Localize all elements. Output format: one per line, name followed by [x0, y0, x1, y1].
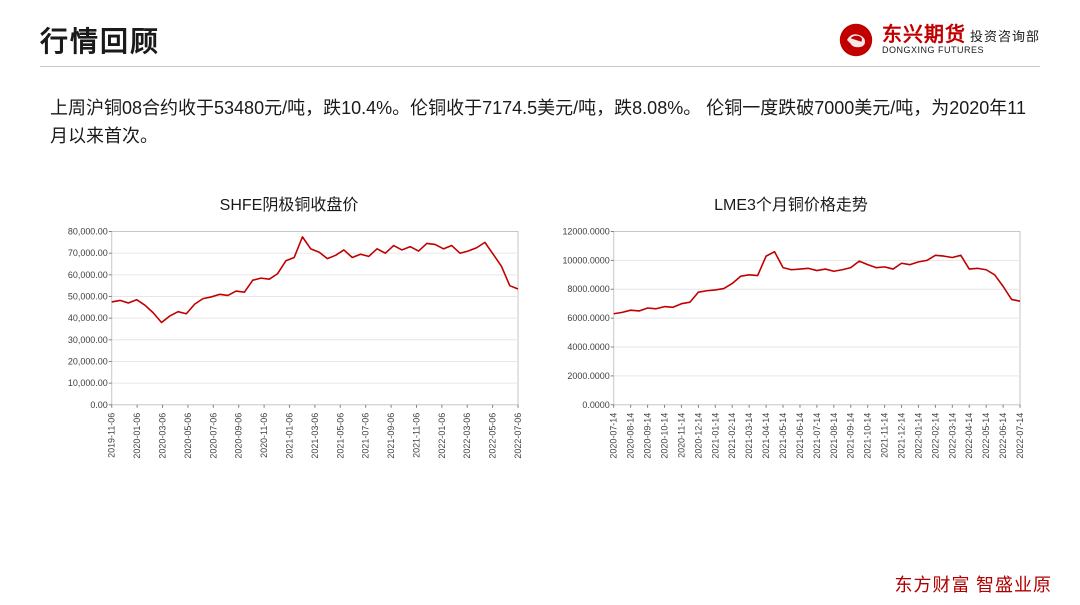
- svg-text:2021-11-06: 2021-11-06: [411, 413, 421, 458]
- svg-text:2022-04-14: 2022-04-14: [964, 413, 974, 459]
- svg-text:2022-02-14: 2022-02-14: [930, 413, 940, 459]
- svg-text:0.00: 0.00: [90, 400, 107, 410]
- chart-shfe: SHFE阴极铜收盘价 0.00 10,000.00 20,000.00 30,000.…: [50, 191, 528, 483]
- svg-text:2022-07-14: 2022-07-14: [1015, 413, 1025, 459]
- chart-lme: LME3个月铜价格走势 0.0000 2000.0000 4000.0000 6000…: [552, 191, 1030, 483]
- svg-text:2019-11-06: 2019-11-06: [107, 413, 117, 458]
- svg-text:2022-07-06: 2022-07-06: [513, 413, 523, 459]
- svg-text:12000.0000: 12000.0000: [562, 226, 609, 236]
- svg-text:2021-08-14: 2021-08-14: [829, 413, 839, 459]
- svg-text:2022-03-14: 2022-03-14: [947, 413, 957, 459]
- svg-text:2021-05-06: 2021-05-06: [335, 413, 345, 459]
- charts-row: SHFE阴极铜收盘价 0.00 10,000.00 20,000.00 30,000.…: [40, 191, 1040, 483]
- svg-text:2021-09-14: 2021-09-14: [846, 413, 856, 459]
- svg-text:2020-08-14: 2020-08-14: [626, 413, 636, 459]
- svg-text:2021-03-14: 2021-03-14: [744, 413, 754, 459]
- svg-text:2022-03-06: 2022-03-06: [462, 413, 472, 459]
- svg-text:2020-01-06: 2020-01-06: [132, 413, 142, 459]
- svg-text:40,000.00: 40,000.00: [68, 313, 108, 323]
- svg-text:2022-01-14: 2022-01-14: [913, 413, 923, 459]
- svg-text:2021-02-14: 2021-02-14: [727, 413, 737, 459]
- brand-block: 东兴期货 投资咨询部 DONGXING FUTURES: [838, 22, 1040, 58]
- svg-text:50,000.00: 50,000.00: [68, 291, 108, 301]
- svg-text:70,000.00: 70,000.00: [68, 248, 108, 258]
- svg-text:10,000.00: 10,000.00: [68, 378, 108, 388]
- svg-text:2021-12-14: 2021-12-14: [897, 413, 907, 459]
- svg-text:2021-07-14: 2021-07-14: [812, 413, 822, 459]
- svg-text:4000.0000: 4000.0000: [567, 342, 609, 352]
- svg-text:2022-05-06: 2022-05-06: [488, 413, 498, 459]
- svg-text:60,000.00: 60,000.00: [68, 270, 108, 280]
- svg-text:80,000.00: 80,000.00: [68, 226, 108, 236]
- svg-text:8000.0000: 8000.0000: [567, 284, 609, 294]
- brand-logo-icon: [838, 22, 874, 58]
- chart-shfe-svg: 0.00 10,000.00 20,000.00 30,000.00 40,000.00…: [50, 223, 528, 483]
- page-title: 行情回顾: [40, 20, 160, 60]
- svg-text:6000.0000: 6000.0000: [567, 313, 609, 323]
- svg-text:30,000.00: 30,000.00: [68, 335, 108, 345]
- svg-text:0.0000: 0.0000: [582, 400, 609, 410]
- svg-text:2000.0000: 2000.0000: [567, 371, 609, 381]
- page-header: 行情回顾 东兴期货 投资咨询部 DONGXING FUTURES: [40, 20, 1040, 67]
- svg-text:2020-10-14: 2020-10-14: [660, 413, 670, 459]
- svg-text:2021-04-14: 2021-04-14: [761, 413, 771, 459]
- chart-lme-title: LME3个月铜价格走势: [552, 191, 1030, 215]
- svg-text:2021-03-06: 2021-03-06: [310, 413, 320, 459]
- svg-text:2020-11-14: 2020-11-14: [676, 413, 686, 458]
- svg-text:10000.0000: 10000.0000: [562, 255, 609, 265]
- svg-text:2022-06-14: 2022-06-14: [998, 413, 1008, 459]
- svg-text:2020-05-06: 2020-05-06: [183, 413, 193, 459]
- brand-name-cn: 东兴期货: [882, 24, 966, 46]
- brand-name-en: DONGXING FUTURES: [882, 46, 1040, 56]
- svg-text:2021-01-06: 2021-01-06: [284, 413, 294, 459]
- svg-text:2021-09-06: 2021-09-06: [386, 413, 396, 459]
- svg-text:2020-03-06: 2020-03-06: [158, 413, 168, 459]
- summary-paragraph: 上周沪铜08合约收于53480元/吨，跌10.4%。伦铜收于7174.5美元/吨…: [50, 95, 1030, 151]
- svg-text:2022-05-14: 2022-05-14: [981, 413, 991, 459]
- brand-dept: 投资咨询部: [970, 30, 1040, 44]
- svg-text:2021-07-06: 2021-07-06: [361, 413, 371, 459]
- svg-text:2021-11-14: 2021-11-14: [880, 413, 890, 458]
- svg-text:2021-06-14: 2021-06-14: [795, 413, 805, 459]
- svg-text:2020-07-06: 2020-07-06: [208, 413, 218, 459]
- svg-text:2021-01-14: 2021-01-14: [710, 413, 720, 459]
- svg-text:2020-12-14: 2020-12-14: [693, 413, 703, 459]
- chart-lme-svg: 0.0000 2000.0000 4000.0000 6000.0000 8000.00…: [552, 223, 1030, 483]
- chart-shfe-title: SHFE阴极铜收盘价: [50, 191, 528, 215]
- svg-text:2020-07-14: 2020-07-14: [609, 413, 619, 459]
- svg-text:2020-11-06: 2020-11-06: [259, 413, 269, 458]
- svg-text:2021-10-14: 2021-10-14: [863, 413, 873, 459]
- svg-text:2020-09-06: 2020-09-06: [234, 413, 244, 459]
- footer-brand: 东方财富 智盛业原: [895, 571, 1053, 597]
- svg-text:2022-01-06: 2022-01-06: [437, 413, 447, 459]
- svg-text:2021-05-14: 2021-05-14: [778, 413, 788, 459]
- svg-text:2020-09-14: 2020-09-14: [643, 413, 653, 459]
- svg-text:20,000.00: 20,000.00: [68, 356, 108, 366]
